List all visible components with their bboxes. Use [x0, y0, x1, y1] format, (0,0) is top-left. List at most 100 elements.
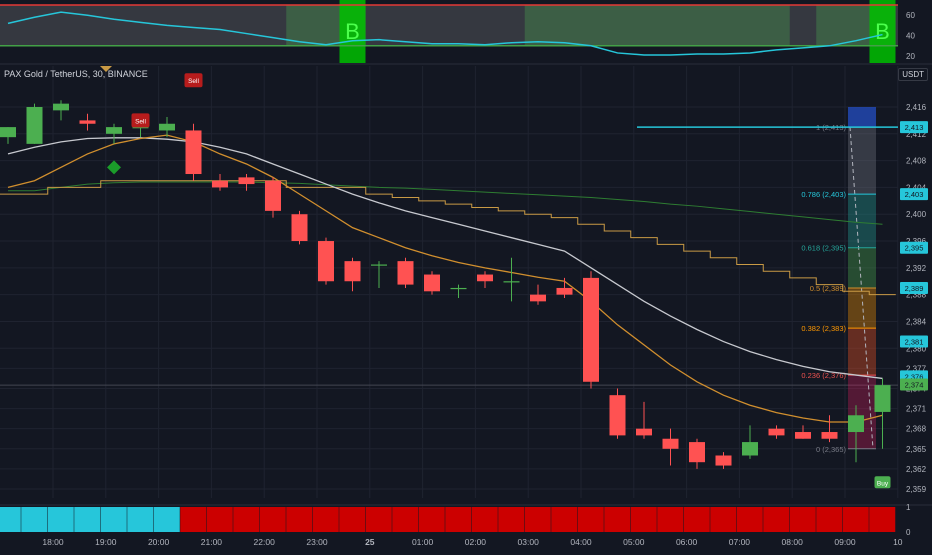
signal-cell-17: [445, 507, 472, 532]
price-label-0: 2,413: [905, 123, 924, 132]
fib-zone-4: [848, 287, 876, 329]
candle-body-13: [344, 261, 361, 282]
signal-cell-31: [816, 507, 843, 532]
fib-zone-5: [848, 328, 876, 376]
buy-tag-label-1: Buy: [877, 480, 889, 487]
signal-cell-9: [233, 507, 260, 532]
time-tick-10: 04:00: [570, 537, 592, 547]
signal-cell-25: [657, 507, 684, 532]
signal-cell-14: [365, 507, 392, 532]
time-tick-14: 08:00: [782, 537, 804, 547]
price-tick-2400: 2,400: [906, 210, 927, 219]
currency-badge[interactable]: USDT: [898, 68, 928, 81]
rsi-buy-marker-label-2: B: [875, 19, 890, 44]
signal-cell-27: [710, 507, 737, 532]
signal-cell-15: [392, 507, 419, 532]
time-tick-0: 18:00: [42, 537, 64, 547]
signal-cell-1: [21, 507, 48, 532]
price-tick-2384: 2,384: [906, 317, 927, 326]
sell-tag-0: [131, 113, 150, 128]
time-tick-12: 06:00: [676, 537, 698, 547]
candle-body-32: [848, 415, 864, 433]
candle-body-30: [795, 432, 811, 439]
price-tick-2416: 2,416: [906, 103, 927, 112]
candle-body-28: [742, 442, 758, 456]
price-tick-2365: 2,365: [906, 445, 927, 454]
candle-body-5: [132, 127, 149, 129]
rsi-buy-marker-2: [869, 0, 896, 63]
fib-zone-6: [848, 375, 876, 449]
signal-cell-0: [0, 507, 21, 532]
rsi-tick-20: 20: [906, 52, 915, 61]
candle-body-10: [265, 180, 281, 211]
candle-body-19: [503, 281, 520, 283]
price-label-6: 2,374: [905, 380, 924, 389]
price-label-2: 2,395: [905, 244, 924, 253]
fib-level-label-1: 0.786 (2,403): [801, 190, 846, 199]
signal-cell-23: [604, 507, 631, 532]
price-label-4: 2,381: [905, 338, 924, 347]
candle-body-1: [26, 107, 43, 144]
price-tick-2359: 2,359: [906, 485, 927, 494]
signal-cell-12: [312, 507, 339, 532]
price-label-bg-4: [900, 335, 928, 348]
time-tick-2: 20:00: [148, 537, 170, 547]
price-tick-2392: 2,392: [906, 264, 927, 273]
price-label-bg-3: [900, 281, 928, 294]
candle-body-21: [556, 287, 573, 295]
ema-fast-line: [7, 134, 883, 423]
candle-body-27: [715, 455, 732, 466]
candle-body-3: [79, 120, 96, 124]
signal-cell-8: [206, 507, 233, 532]
sma-slow-line: [7, 137, 883, 380]
signal-triangle: [100, 66, 112, 72]
time-tick-13: 07:00: [729, 537, 751, 547]
candle-body-8: [212, 180, 228, 188]
signal-cell-33: [869, 507, 896, 532]
time-tick-4: 22:00: [254, 537, 276, 547]
candle-body-25: [662, 438, 679, 449]
price-label-5: 2,376: [905, 372, 924, 381]
candle-body-26: [689, 442, 705, 463]
step-line: [0, 180, 896, 296]
signal-cell-6: [153, 507, 180, 532]
signal-cell-24: [630, 507, 657, 532]
price-label-3: 2,389: [905, 284, 924, 293]
signal-cell-19: [498, 507, 525, 532]
price-tick-2388: 2,388: [906, 291, 927, 300]
price-tick-2412: 2,412: [906, 130, 927, 139]
rsi-tick-40: 40: [906, 32, 915, 41]
price-tick-2408: 2,408: [906, 157, 927, 166]
rsi-buy-zone-1: [524, 5, 790, 46]
signal-cell-13: [339, 507, 366, 532]
signal-cell-3: [74, 507, 101, 532]
signal-cell-16: [418, 507, 445, 532]
time-tick-11: 05:00: [623, 537, 645, 547]
signal-cell-4: [100, 507, 127, 532]
signal-cell-20: [524, 507, 551, 532]
candle-body-2: [53, 103, 69, 111]
sell-tag-label-1: Sell: [188, 78, 199, 85]
fib-level-label-5: 0.236 (2,376): [801, 371, 846, 380]
signal-cell-21: [551, 507, 578, 532]
candle-body-24: [636, 428, 652, 436]
price-tick-2396: 2,396: [906, 237, 927, 246]
sell-tag-label-0: Sell: [135, 118, 146, 125]
fib-zone-2: [848, 194, 876, 248]
candle-body-0: [0, 127, 16, 138]
signal-cell-32: [842, 507, 869, 532]
time-tick-7: 01:00: [412, 537, 434, 547]
candle-body-17: [450, 287, 467, 290]
candle-body-12: [318, 241, 334, 282]
time-tick-1: 19:00: [95, 537, 117, 547]
sell-tag-1: [184, 73, 203, 88]
price-label-1: 2,403: [905, 190, 924, 199]
price-label-bg-0: [900, 121, 928, 134]
candle-body-9: [238, 177, 255, 185]
price-label-bg-6: [900, 378, 928, 391]
candle-body-29: [768, 428, 785, 436]
time-tick-3: 21:00: [201, 537, 223, 547]
fib-level-label-3: 0.5 (2,389): [810, 284, 847, 293]
